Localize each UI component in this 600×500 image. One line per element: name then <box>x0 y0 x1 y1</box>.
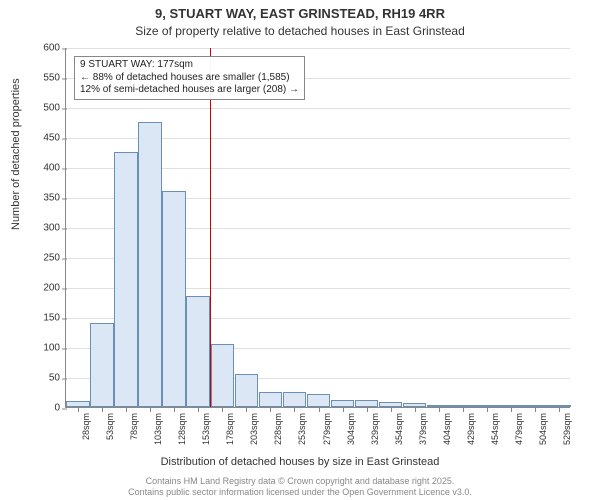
x-tick-mark <box>343 407 344 412</box>
x-tick-label: 103sqm <box>153 407 163 445</box>
histogram-bar <box>162 191 186 407</box>
x-tick-label: 329sqm <box>370 407 380 445</box>
x-tick-mark <box>78 407 79 412</box>
x-tick-label: 78sqm <box>129 407 139 440</box>
y-tick-label: 50 <box>26 373 66 384</box>
reference-line <box>210 48 211 407</box>
x-tick-mark <box>367 407 368 412</box>
y-tick-label: 100 <box>26 343 66 354</box>
x-tick-label: 28sqm <box>81 407 91 440</box>
x-tick-label: 354sqm <box>394 407 404 445</box>
x-tick-mark <box>198 407 199 412</box>
chart-title-sub: Size of property relative to detached ho… <box>0 24 600 38</box>
x-tick-mark <box>102 407 103 412</box>
x-tick-label: 379sqm <box>418 407 428 445</box>
y-tick-label: 500 <box>26 103 66 114</box>
x-tick-mark <box>511 407 512 412</box>
histogram-bar <box>259 392 283 407</box>
x-tick-mark <box>415 407 416 412</box>
histogram-bar <box>331 400 355 407</box>
footer-line-2: Contains public sector information licen… <box>0 487 600 498</box>
chart-title-main: 9, STUART WAY, EAST GRINSTEAD, RH19 4RR <box>0 6 600 22</box>
annotation-box: 9 STUART WAY: 177sqm← 88% of detached ho… <box>74 56 305 100</box>
x-axis-label: Distribution of detached houses by size … <box>0 456 600 468</box>
x-tick-label: 479sqm <box>514 407 524 445</box>
x-tick-mark <box>150 407 151 412</box>
x-tick-mark <box>174 407 175 412</box>
x-tick-mark <box>487 407 488 412</box>
histogram-bar <box>355 400 379 407</box>
x-tick-label: 304sqm <box>346 407 356 445</box>
x-tick-mark <box>270 407 271 412</box>
x-tick-label: 128sqm <box>177 407 187 445</box>
histogram-bar <box>114 152 138 407</box>
y-tick-label: 350 <box>26 193 66 204</box>
x-tick-label: 404sqm <box>442 407 452 445</box>
x-tick-label: 228sqm <box>273 407 283 445</box>
x-tick-label: 454sqm <box>490 407 500 445</box>
y-tick-label: 150 <box>26 313 66 324</box>
x-tick-label: 529sqm <box>562 407 572 445</box>
x-tick-label: 178sqm <box>225 407 235 445</box>
y-tick-label: 600 <box>26 43 66 54</box>
annotation-line: ← 88% of detached houses are smaller (1,… <box>80 72 299 85</box>
x-tick-mark <box>222 407 223 412</box>
gridline <box>66 48 570 49</box>
x-tick-mark <box>535 407 536 412</box>
gridline <box>66 108 570 109</box>
y-tick-label: 0 <box>26 403 66 414</box>
x-tick-label: 279sqm <box>322 407 332 445</box>
x-tick-mark <box>559 407 560 412</box>
y-tick-label: 200 <box>26 283 66 294</box>
x-tick-label: 253sqm <box>297 407 307 445</box>
histogram-bar <box>235 374 259 407</box>
x-tick-label: 53sqm <box>105 407 115 440</box>
x-tick-mark <box>294 407 295 412</box>
histogram-bar <box>283 392 307 407</box>
histogram-bar <box>307 394 331 407</box>
annotation-line: 12% of semi-detached houses are larger (… <box>80 84 299 97</box>
histogram-bar <box>138 122 162 407</box>
y-tick-label: 400 <box>26 163 66 174</box>
x-tick-mark <box>319 407 320 412</box>
y-axis-label: Number of detached properties <box>10 78 22 230</box>
chart-title-block: 9, STUART WAY, EAST GRINSTEAD, RH19 4RR … <box>0 0 600 38</box>
plot-area: 05010015020025030035040045050055060028sq… <box>65 48 570 408</box>
x-tick-label: 203sqm <box>249 407 259 445</box>
x-tick-mark <box>463 407 464 412</box>
histogram-bar <box>186 296 210 407</box>
x-tick-mark <box>391 407 392 412</box>
x-tick-mark <box>439 407 440 412</box>
x-tick-mark <box>246 407 247 412</box>
histogram-bar <box>90 323 114 407</box>
footer-line-1: Contains HM Land Registry data © Crown c… <box>0 476 600 487</box>
chart-footer: Contains HM Land Registry data © Crown c… <box>0 476 600 499</box>
y-tick-label: 250 <box>26 253 66 264</box>
x-tick-label: 429sqm <box>466 407 476 445</box>
y-tick-label: 550 <box>26 73 66 84</box>
x-tick-label: 504sqm <box>538 407 548 445</box>
y-tick-label: 300 <box>26 223 66 234</box>
chart-container: 05010015020025030035040045050055060028sq… <box>65 48 570 408</box>
x-tick-label: 153sqm <box>201 407 211 445</box>
x-tick-mark <box>126 407 127 412</box>
y-tick-label: 450 <box>26 133 66 144</box>
histogram-bar <box>211 344 235 407</box>
annotation-line: 9 STUART WAY: 177sqm <box>80 59 299 72</box>
